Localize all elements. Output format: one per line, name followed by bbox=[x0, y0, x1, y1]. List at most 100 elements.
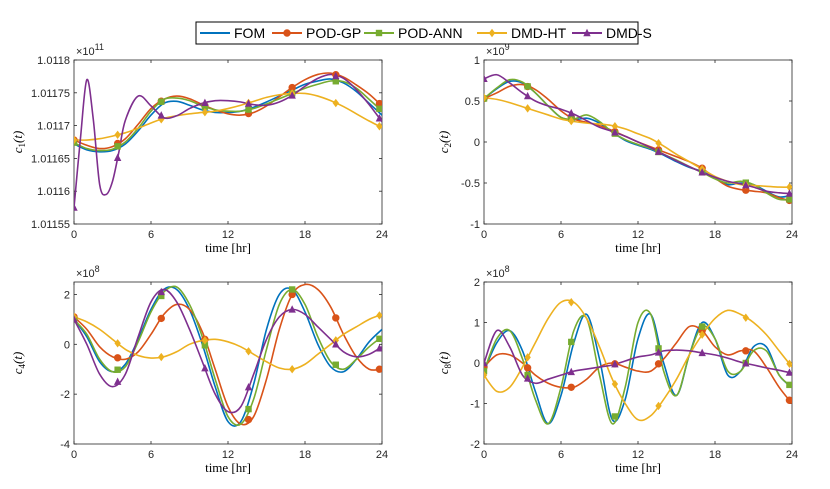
series-marker-dmd-s bbox=[611, 128, 619, 136]
series-marker-dmd-s bbox=[157, 111, 165, 119]
series-marker-pod-ann bbox=[698, 323, 706, 330]
series-marker-pod-gp bbox=[523, 364, 532, 372]
y-axis-label: c2(t) bbox=[436, 131, 453, 154]
legend-label: FOM bbox=[234, 25, 265, 41]
legend-marker bbox=[488, 28, 496, 38]
y-axis-label: c8(t) bbox=[436, 352, 453, 375]
y-tick-label: 1.01175 bbox=[31, 88, 70, 100]
series-marker-dmd-s bbox=[785, 368, 792, 376]
x-tick-label: 12 bbox=[632, 449, 644, 461]
series-marker-dmd-ht bbox=[524, 353, 531, 362]
y-tick-label: 0.5 bbox=[465, 96, 480, 108]
series-marker-pod-ann bbox=[376, 105, 382, 113]
series-marker-dmd-s bbox=[484, 74, 488, 83]
series-marker-dmd-s bbox=[288, 305, 296, 313]
legend-item-pod-gp: POD-GP bbox=[272, 25, 361, 41]
series-marker-dmd-s bbox=[698, 168, 706, 176]
series-marker-dmd-s bbox=[74, 315, 78, 323]
exponent-base: ×10 bbox=[486, 46, 505, 58]
series-marker-dmd-s bbox=[654, 147, 663, 155]
series-marker-pod-ann bbox=[114, 366, 121, 373]
series-marker-dmd-ht bbox=[786, 182, 792, 192]
series-marker-dmd-s bbox=[742, 180, 750, 189]
axis-exponent: ×108 bbox=[76, 264, 100, 280]
series-marker-pod-gp bbox=[375, 365, 382, 373]
series-marker-dmd-ht bbox=[484, 93, 488, 102]
series-marker-dmd-ht bbox=[524, 104, 531, 113]
series-marker-pod-ann bbox=[288, 286, 296, 293]
legend-item-dmd-s: DMD-S bbox=[572, 25, 652, 41]
series-marker-dmd-s bbox=[332, 71, 340, 80]
series-line-pod-gp bbox=[74, 72, 382, 150]
axis-exponent: ×108 bbox=[486, 264, 510, 280]
series-marker-pod-ann bbox=[484, 367, 488, 375]
x-tick-label: 6 bbox=[148, 449, 154, 461]
x-tick-label: 18 bbox=[299, 229, 311, 241]
series-line-fom bbox=[74, 78, 382, 153]
series-marker-dmd-ht bbox=[74, 135, 78, 145]
x-tick-label: 18 bbox=[299, 449, 311, 461]
x-axis-label: time [hr] bbox=[615, 460, 661, 475]
series-marker-dmd-ht bbox=[655, 138, 662, 148]
series-group bbox=[484, 298, 792, 425]
y-axis-label: c1(t) bbox=[10, 131, 27, 154]
series-marker-pod-gp bbox=[332, 314, 340, 322]
ylabel-tail: (t) bbox=[436, 131, 451, 143]
ylabel-sub: 8 bbox=[443, 364, 453, 369]
series-marker-dmd-s bbox=[332, 340, 340, 348]
series-marker-dmd-s bbox=[201, 98, 209, 106]
series-line-fom bbox=[74, 286, 382, 427]
ylabel-tail: (t) bbox=[436, 352, 451, 364]
series-marker-dmd-ht bbox=[201, 108, 209, 117]
legend-label: DMD-S bbox=[606, 25, 652, 41]
series-line-pod-ann bbox=[484, 309, 792, 425]
series-marker-dmd-ht bbox=[568, 116, 575, 126]
series-marker-dmd-ht bbox=[201, 336, 209, 345]
y-tick-label: -1 bbox=[470, 219, 480, 231]
exponent-power: 9 bbox=[505, 42, 510, 52]
series-marker-dmd-ht bbox=[114, 339, 121, 348]
series-marker-dmd-s bbox=[244, 382, 253, 391]
series-marker-pod-ann bbox=[332, 361, 339, 368]
series-marker-dmd-ht bbox=[611, 122, 619, 131]
series-marker-dmd-s bbox=[484, 358, 488, 367]
x-tick-label: 6 bbox=[558, 229, 564, 241]
series-marker-dmd-ht bbox=[655, 401, 662, 411]
series-line-pod-ann bbox=[484, 78, 792, 201]
series-marker-dmd-ht bbox=[698, 330, 706, 339]
y-tick-label: 1.01165 bbox=[31, 153, 70, 165]
series-marker-pod-ann bbox=[786, 196, 792, 203]
exponent-base: ×10 bbox=[76, 268, 95, 280]
series-marker-dmd-ht bbox=[245, 347, 252, 356]
legend-item-pod-ann: POD-ANN bbox=[364, 25, 463, 41]
series-marker-dmd-s bbox=[375, 344, 382, 352]
x-tick-label: 6 bbox=[148, 229, 154, 241]
series-marker-pod-gp bbox=[785, 396, 792, 404]
legend-marker bbox=[375, 29, 383, 37]
y-tick-label: 1 bbox=[474, 318, 480, 330]
series-marker-pod-ann bbox=[158, 292, 165, 300]
series-group bbox=[484, 73, 792, 205]
series-marker-dmd-s bbox=[201, 364, 209, 372]
series-marker-pod-gp bbox=[157, 314, 165, 323]
x-axis-label: time [hr] bbox=[205, 240, 251, 255]
ylabel-sub: 1 bbox=[17, 143, 27, 148]
series-marker-pod-ann bbox=[201, 342, 209, 349]
series-line-dmd-ht bbox=[484, 299, 792, 422]
series-line-pod-gp bbox=[74, 283, 382, 426]
x-tick-label: 24 bbox=[376, 449, 388, 461]
y-tick-label: -1 bbox=[470, 399, 480, 411]
y-tick-label: -4 bbox=[60, 439, 70, 451]
series-line-pod-ann bbox=[74, 79, 382, 152]
chart-panel-3: 0 6 12 18 24 -4 -2 0 2 ×108 time [hr] c4(t) bbox=[10, 264, 388, 475]
legend-marker bbox=[283, 29, 291, 37]
legend-label: POD-GP bbox=[306, 25, 361, 41]
ylabel-tail: (t) bbox=[10, 352, 25, 364]
series-marker-dmd-s bbox=[288, 91, 296, 99]
axis-exponent: ×1011 bbox=[76, 42, 104, 58]
legend-item-fom: FOM bbox=[200, 25, 265, 41]
series-marker-pod-ann bbox=[786, 381, 792, 389]
series-marker-pod-gp bbox=[244, 415, 253, 424]
x-tick-label: 24 bbox=[786, 449, 798, 461]
y-tick-label: 2 bbox=[64, 289, 70, 301]
